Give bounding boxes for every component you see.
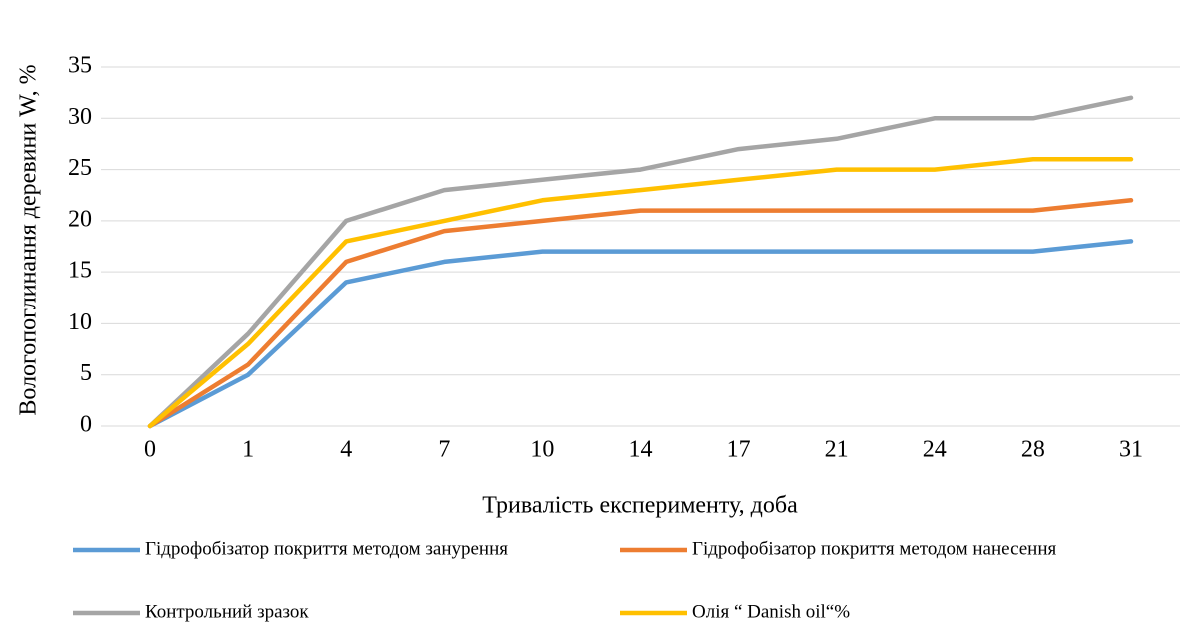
legend-label: Гідрофобізатор покриття методом зануренн… — [145, 538, 508, 559]
x-tick-label: 28 — [1021, 437, 1045, 463]
y-tick-label: 20 — [68, 206, 92, 232]
legend-label: Контрольний зразок — [145, 601, 309, 622]
y-tick-label: 0 — [80, 412, 92, 438]
data-line — [147, 239, 1134, 429]
x-tick-label: 1 — [242, 437, 254, 463]
x-tick-label: 4 — [340, 437, 352, 463]
y-tick-label: 30 — [68, 104, 92, 130]
y-tick-label: 25 — [68, 155, 92, 181]
x-tick-label: 21 — [825, 437, 849, 463]
legend-label: Гідрофобізатор покриття методом нанесенн… — [692, 538, 1056, 559]
x-tick-label: 0 — [144, 437, 156, 463]
data-line — [147, 198, 1134, 429]
x-tick-label: 7 — [438, 437, 450, 463]
y-tick-label: 5 — [80, 360, 92, 386]
legend-label: Олія “ Danish oil“% — [692, 601, 850, 622]
x-tick-label: 14 — [629, 437, 653, 463]
y-axis-title: Вологопоглинання деревини W, % — [16, 64, 42, 415]
x-tick-label: 31 — [1119, 437, 1143, 463]
x-tick-label: 10 — [530, 437, 554, 463]
y-tick-label: 15 — [68, 258, 92, 284]
x-tick-label: 17 — [727, 437, 751, 463]
data-line — [147, 157, 1134, 429]
x-axis-title: Тривалість експерименту, доба — [482, 493, 798, 519]
data-line — [147, 95, 1134, 429]
y-tick-label: 35 — [68, 53, 92, 79]
x-tick-label: 24 — [923, 437, 947, 463]
y-tick-label: 10 — [68, 309, 92, 335]
